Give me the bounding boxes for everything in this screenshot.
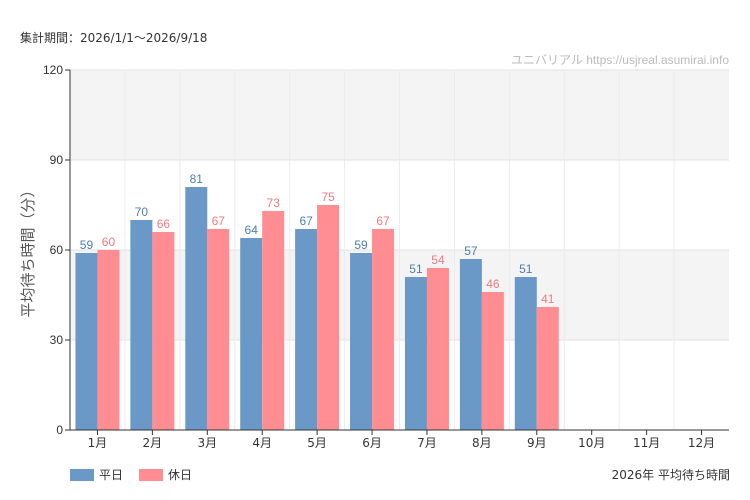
data-label: 67	[376, 214, 390, 228]
x-tick-label: 8月	[472, 436, 492, 450]
x-tick-label: 12月	[688, 436, 715, 450]
bar	[481, 292, 504, 430]
bar	[240, 238, 263, 430]
data-label: 75	[321, 190, 335, 204]
data-label: 66	[157, 217, 171, 231]
x-tick-label: 10月	[578, 436, 605, 450]
data-label: 41	[541, 292, 555, 306]
legend-item-weekday[interactable]: 平日	[70, 466, 123, 483]
data-label: 54	[431, 253, 445, 267]
bar	[426, 268, 449, 430]
bar	[207, 229, 230, 430]
legend-item-holiday[interactable]: 休日	[139, 466, 192, 483]
x-tick-label: 5月	[307, 436, 327, 450]
footer-caption: 2026年 平均待ち時間	[611, 468, 730, 482]
x-tick-label: 6月	[362, 436, 382, 450]
legend-swatch-holiday	[139, 468, 164, 481]
y-tick-label: 120	[43, 63, 63, 77]
credit-text: ユニバリアル https://usjreal.asumirai.info	[511, 53, 729, 67]
data-label: 57	[464, 244, 478, 258]
data-label: 67	[299, 214, 313, 228]
y-tick-label: 90	[50, 153, 64, 167]
bar	[75, 253, 98, 430]
x-tick-label: 1月	[88, 436, 108, 450]
bar	[372, 229, 395, 430]
legend-label-weekday: 平日	[99, 468, 124, 482]
bar	[152, 232, 175, 430]
bar	[262, 211, 285, 430]
bar	[459, 259, 482, 430]
legend-swatch-weekday	[70, 468, 94, 481]
data-label: 67	[212, 214, 226, 228]
bar	[317, 205, 340, 430]
bar	[350, 253, 373, 430]
x-tick-label: 11月	[633, 436, 660, 450]
bars	[75, 187, 559, 430]
x-tick-label: 3月	[197, 436, 217, 450]
y-tick-label: 30	[50, 333, 64, 347]
bar	[536, 307, 559, 430]
period-text: 集計期間：2026/1/1〜2026/9/18	[20, 31, 208, 45]
data-label: 51	[519, 262, 533, 276]
data-label: 60	[102, 235, 116, 249]
data-label: 59	[354, 238, 368, 252]
bar	[295, 229, 318, 430]
bar	[185, 187, 208, 430]
legend-label-holiday: 休日	[168, 468, 193, 482]
y-tick-label: 0	[56, 423, 63, 437]
gridlines	[70, 69, 729, 430]
data-label: 46	[486, 277, 500, 291]
data-label: 81	[190, 172, 204, 186]
y-tick-label: 60	[50, 243, 64, 257]
x-tick-labels: 1月 2月 3月 4月 5月 6月 7月 8月 9月 10月 11月 12月	[88, 436, 716, 450]
bar	[514, 277, 537, 430]
y-tick-labels: 0 30 60 90 120	[43, 63, 63, 437]
data-label: 59	[80, 238, 94, 252]
axes	[65, 69, 729, 435]
x-tick-label: 7月	[417, 436, 437, 450]
x-tick-label: 2月	[143, 436, 163, 450]
bar	[97, 250, 120, 430]
bar	[130, 220, 153, 430]
value-labels: 59 60 70 66 81 67 64 73 67 75 59 67 51 54 57 46 51 41	[80, 172, 555, 306]
legend: 平日 休日	[70, 466, 192, 483]
data-label: 51	[409, 262, 423, 276]
data-label: 64	[245, 223, 259, 237]
x-tick-label: 9月	[527, 436, 547, 450]
data-label: 70	[135, 205, 149, 219]
x-tick-label: 4月	[252, 436, 272, 450]
data-label: 73	[267, 196, 281, 210]
y-axis-title: 平均待ち時間（分）	[19, 182, 37, 317]
bar	[404, 277, 427, 430]
